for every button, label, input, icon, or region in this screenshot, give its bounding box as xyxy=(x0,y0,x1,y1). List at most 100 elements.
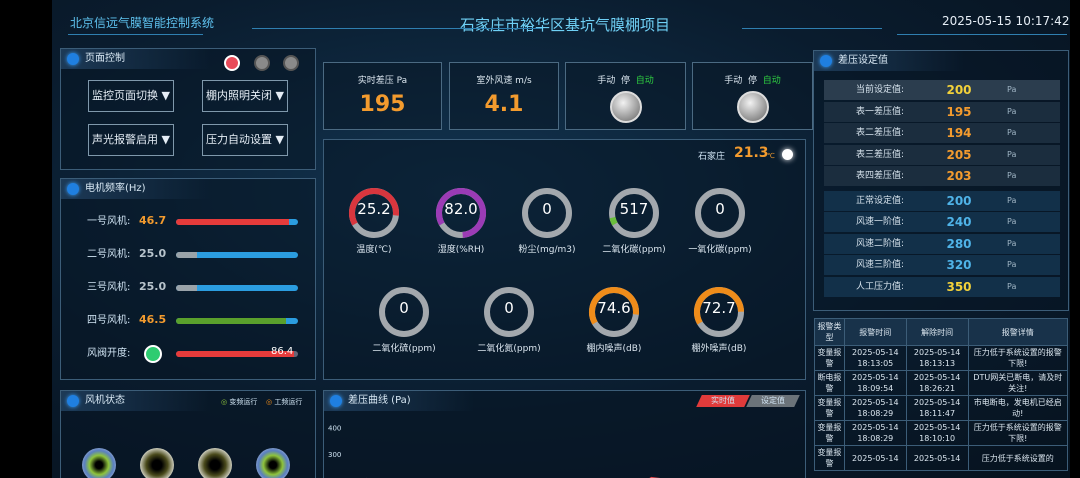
auto-label: 自动 xyxy=(635,76,654,86)
gauge-label: 温度(℃) xyxy=(356,245,392,255)
table-cell: 市电断电，发电机已经启动! xyxy=(967,395,1069,421)
setpoint-label: 人工压力值: xyxy=(856,281,905,292)
fan-freq-bar xyxy=(176,285,298,291)
sun-icon xyxy=(782,149,793,160)
card-value: 195 xyxy=(359,92,406,117)
fan-freq-label: 三号风机: xyxy=(87,282,131,293)
drop-icon xyxy=(820,55,832,67)
table-cell: 2025-05-14 18:26:21 xyxy=(905,370,969,396)
alarm-enable-button[interactable]: 声光报警启用 ▼ xyxy=(88,124,174,156)
system-name: 北京信远气膜智能控制系统 xyxy=(70,16,215,30)
sensor-gauge: 0 二氧化氮(ppm) xyxy=(469,285,549,354)
lighting-toggle-button[interactable]: 棚内照明关闭 ▼ xyxy=(202,80,288,112)
table-cell: 变量报警 xyxy=(814,420,845,446)
gauge-ring xyxy=(436,188,486,238)
ring-icon: ◎ xyxy=(221,398,228,406)
table-row[interactable]: 变量报警 2025-05-14 18:08:29 2025-05-14 18:10:… xyxy=(814,420,1069,446)
y-tick-label: 300 xyxy=(328,451,341,459)
table-header: 报警类型 报警时间 解除时间 报警详情 xyxy=(814,318,1069,346)
gauge-ring xyxy=(349,188,399,238)
setpoint-value: 240 xyxy=(946,215,972,229)
weather-unit: ℃ xyxy=(767,152,775,160)
pressure-line-chart: 400300200 xyxy=(328,424,661,478)
setpoint-unit: Pa xyxy=(1007,238,1017,248)
pressure-setpoint-panel: 差压设定值 当前设定值: 200 Pa 表一差压值: 195 Pa 表二差压值: 194 Pa 表… xyxy=(813,50,1069,311)
gauge-value: 0 xyxy=(504,299,514,317)
bar-fill xyxy=(176,252,197,258)
setpoint-unit: Pa xyxy=(1007,217,1017,226)
gauge-label: 一氧化碳(ppm) xyxy=(688,245,752,255)
table-cell: 2025-05-14 18:08:29 xyxy=(843,420,907,446)
pressure-auto-button[interactable]: 压力自动设置 ▼ xyxy=(202,124,288,156)
gauge-track xyxy=(609,188,659,238)
gauge-ring xyxy=(609,188,659,238)
table-row[interactable]: 断电报警 2025-05-14 18:09:54 2025-05-14 18:26:… xyxy=(814,370,1069,396)
gauge-value: 0 xyxy=(542,200,552,218)
table-cell: 2025-05-14 18:10:10 xyxy=(905,420,969,446)
mode-switch-1: 手动 停 自动 xyxy=(565,62,686,130)
y-tick-label: 400 xyxy=(328,424,341,432)
gauge-ring xyxy=(379,287,429,337)
setpoint-label: 风速一阶值: xyxy=(856,217,905,227)
card-value: 4.1 xyxy=(484,92,524,117)
rotary-knob[interactable] xyxy=(736,91,769,123)
setpoint-row: 正常设定值: 200 Pa xyxy=(824,190,1060,211)
table-cell: 变量报警 xyxy=(814,395,845,421)
panel-title: 电机频率(Hz) xyxy=(85,183,146,194)
sensor-gauge: 0 粉尘(mg/m3) xyxy=(507,186,587,255)
manual-label: 手动 xyxy=(597,76,616,86)
setpoint-row: 表二差压值: 194 Pa xyxy=(824,123,1060,143)
gauge-value: 517 xyxy=(619,200,649,218)
drop-icon xyxy=(67,183,79,195)
setpoint-row: 表四差压值: 203 Pa xyxy=(824,166,1060,186)
damper-opening-bar xyxy=(176,351,298,357)
damper-value: 86.4 xyxy=(271,346,294,357)
drop-icon xyxy=(67,53,79,65)
monitor-page-switch-button[interactable]: 监控页面切换 ▼ xyxy=(88,80,174,112)
header-line xyxy=(252,28,542,29)
table-row[interactable]: 变量报警 2025-05-14 2025-05-14 压力低于系统设置的 xyxy=(814,445,1069,471)
table-cell: 变量报警 xyxy=(814,445,845,471)
setpoint-row: 表三差压值: 205 Pa xyxy=(824,144,1060,165)
status-indicator xyxy=(283,55,299,71)
gauge-ring xyxy=(484,287,535,337)
setpoint-row: 风速三阶值: 320 Pa xyxy=(824,255,1060,275)
project-title: 石家庄市裕华区基坑气膜棚项目 xyxy=(460,16,671,34)
drop-icon xyxy=(67,395,79,407)
table-cell: 压力低于系统设置的报警下限! xyxy=(967,345,1069,371)
table-row[interactable]: 变量报警 2025-05-14 18:08:29 2025-05-14 18:11:… xyxy=(814,395,1069,421)
table-cell: 2025-05-14 xyxy=(843,445,907,471)
gauge-track xyxy=(484,287,534,337)
setpoint-label: 表四差压值: xyxy=(856,171,905,181)
table-cell: 压力低于系统设置的 xyxy=(967,445,1069,471)
table-cell: 2025-05-14 xyxy=(905,445,969,471)
gauge-ring xyxy=(695,188,745,238)
auto-label: 自动 xyxy=(762,76,781,86)
setpoint-label: 当前设定值: xyxy=(856,85,905,95)
fan-4-icon xyxy=(256,448,290,478)
ring-icon: ◎ xyxy=(266,398,273,406)
setpoint-row: 人工压力值: 350 Pa xyxy=(824,276,1060,297)
setpoint-label: 正常设定值: xyxy=(856,195,905,206)
setpoint-value: 205 xyxy=(946,147,972,162)
setpoint-label: 表二差压值: xyxy=(856,128,905,138)
mode-switch-2: 手动 停 自动 xyxy=(692,62,813,130)
gauge-ring xyxy=(589,287,639,337)
status-indicator xyxy=(254,55,270,71)
weather-temp: 21.3 xyxy=(734,145,769,161)
gauge-label: 湿度(%RH) xyxy=(437,245,485,255)
table-row[interactable]: 变量报警 2025-05-14 18:13:05 2025-05-14 18:13:… xyxy=(814,345,1069,371)
stop-label: 停 xyxy=(620,76,630,86)
table-cell: 断电报警 xyxy=(814,370,845,396)
rotary-knob[interactable] xyxy=(609,91,642,123)
setpoint-label: 风速二阶值: xyxy=(856,238,905,249)
fan-freq-value: 25.0 xyxy=(139,247,167,260)
card-label: 室外风速 m/s xyxy=(476,76,532,86)
setpoint-row: 当前设定值: 200 Pa xyxy=(824,80,1060,100)
setpoint-unit: Pa xyxy=(1007,85,1017,94)
fan-1-icon xyxy=(82,448,116,478)
status-indicator-red xyxy=(224,55,240,71)
fan-3-icon xyxy=(198,448,232,478)
gauge-ring xyxy=(522,188,572,238)
legend-label: 变频运行 xyxy=(229,398,258,406)
